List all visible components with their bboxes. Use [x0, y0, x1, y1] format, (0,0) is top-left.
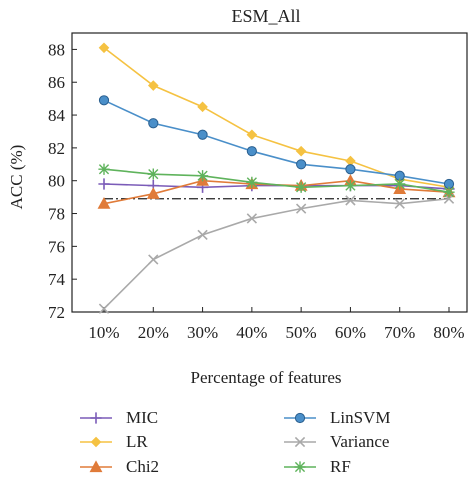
y-tick-label: 72	[48, 303, 65, 322]
data-point-variance	[394, 198, 405, 209]
legend: MIC LinSVM LR Variance Chi2 RF	[0, 400, 474, 481]
legend-label-linsvm: LinSVM	[330, 408, 391, 427]
data-point-rf	[344, 180, 357, 192]
series-line-lr	[103, 47, 450, 189]
legend-swatch-linsvm	[284, 412, 316, 424]
series-lr	[98, 42, 455, 193]
data-point-linsvm	[246, 146, 257, 157]
legend-item-linsvm: LinSVM	[282, 406, 390, 430]
series-line-variance	[103, 197, 450, 310]
data-point-rf	[443, 186, 455, 198]
x-tick-label: 20%	[138, 323, 169, 342]
legend-label-chi2: Chi2	[126, 457, 160, 476]
series-variance	[98, 193, 455, 314]
data-point-linsvm	[296, 159, 307, 170]
plot-frame	[71, 32, 468, 313]
y-tick-label: 86	[48, 73, 65, 92]
legend-marker-linsvm	[294, 412, 306, 424]
legend-label-variance: Variance	[330, 432, 390, 451]
series-line-linsvm	[103, 99, 450, 185]
data-point-rf	[394, 178, 406, 190]
data-point-linsvm	[197, 129, 208, 140]
legend-label-rf: RF	[330, 457, 351, 476]
data-point-lr	[147, 80, 159, 91]
data-point-linsvm	[98, 95, 110, 106]
data-point-variance	[98, 303, 110, 314]
data-point-mic	[98, 178, 110, 190]
y-tick-label: 80	[48, 172, 65, 191]
data-point-variance	[345, 195, 356, 206]
data-point-chi2	[146, 187, 160, 199]
data-point-lr	[197, 101, 208, 113]
legend-label-lr: LR	[126, 432, 148, 451]
data-point-variance	[197, 229, 208, 241]
legend-item-chi2: Chi2	[78, 455, 159, 479]
x-axis-label: Percentage of features	[190, 368, 341, 387]
data-point-rf	[196, 170, 209, 182]
legend-marker-lr	[90, 436, 102, 448]
y-tick-label: 78	[48, 205, 65, 224]
legend-marker-chi2	[89, 460, 103, 473]
x-tick-label: 10%	[88, 323, 119, 342]
data-point-lr	[246, 129, 258, 141]
data-point-linsvm	[345, 164, 356, 175]
x-tick-label: 60%	[335, 323, 366, 342]
legend-item-variance: Variance	[282, 430, 389, 454]
y-tick-label: 76	[48, 237, 65, 256]
x-tick-label: 80%	[433, 323, 464, 342]
legend-marker-mic	[90, 412, 102, 424]
legend-swatch-lr	[80, 436, 112, 448]
data-point-rf	[295, 181, 307, 193]
data-point-variance	[148, 254, 159, 265]
legend-item-rf: RF	[282, 455, 351, 479]
series-rf	[98, 163, 455, 198]
x-tick-label: 50%	[286, 323, 317, 342]
series-line-rf	[103, 168, 450, 193]
data-point-variance	[246, 213, 258, 224]
legend-marker-variance	[294, 436, 306, 448]
y-tick-label: 84	[48, 106, 66, 125]
data-point-rf	[98, 163, 110, 175]
legend-swatch-chi2	[80, 460, 112, 473]
data-point-rf	[147, 168, 159, 180]
data-point-chi2	[97, 197, 111, 209]
data-point-rf	[246, 176, 258, 188]
y-tick-label: 82	[48, 139, 65, 158]
legend-item-mic: MIC	[78, 406, 158, 430]
y-axis-label: ACC (%)	[7, 145, 26, 210]
legend-swatch-mic	[80, 412, 112, 424]
legend-label-mic: MIC	[126, 408, 159, 427]
data-point-lr	[98, 42, 110, 54]
data-point-variance	[295, 203, 307, 214]
x-tick-label: 40%	[236, 323, 267, 342]
series-linsvm	[98, 95, 455, 190]
y-tick-label: 74	[48, 270, 66, 289]
x-tick-label: 30%	[187, 323, 218, 342]
line-chart: ESM_All ACC (%) Percentage of features 7…	[7, 6, 468, 387]
series-line-mic	[103, 183, 450, 190]
y-tick-label: 88	[48, 40, 65, 59]
legend-marker-rf	[294, 461, 306, 473]
legend-item-lr: LR	[78, 430, 148, 454]
x-tick-label: 70%	[384, 323, 415, 342]
legend-swatch-variance	[284, 436, 316, 448]
chart-title: ESM_All	[231, 6, 300, 26]
data-point-linsvm	[148, 118, 159, 129]
data-point-lr	[295, 145, 307, 157]
legend-swatch-rf	[284, 461, 316, 473]
